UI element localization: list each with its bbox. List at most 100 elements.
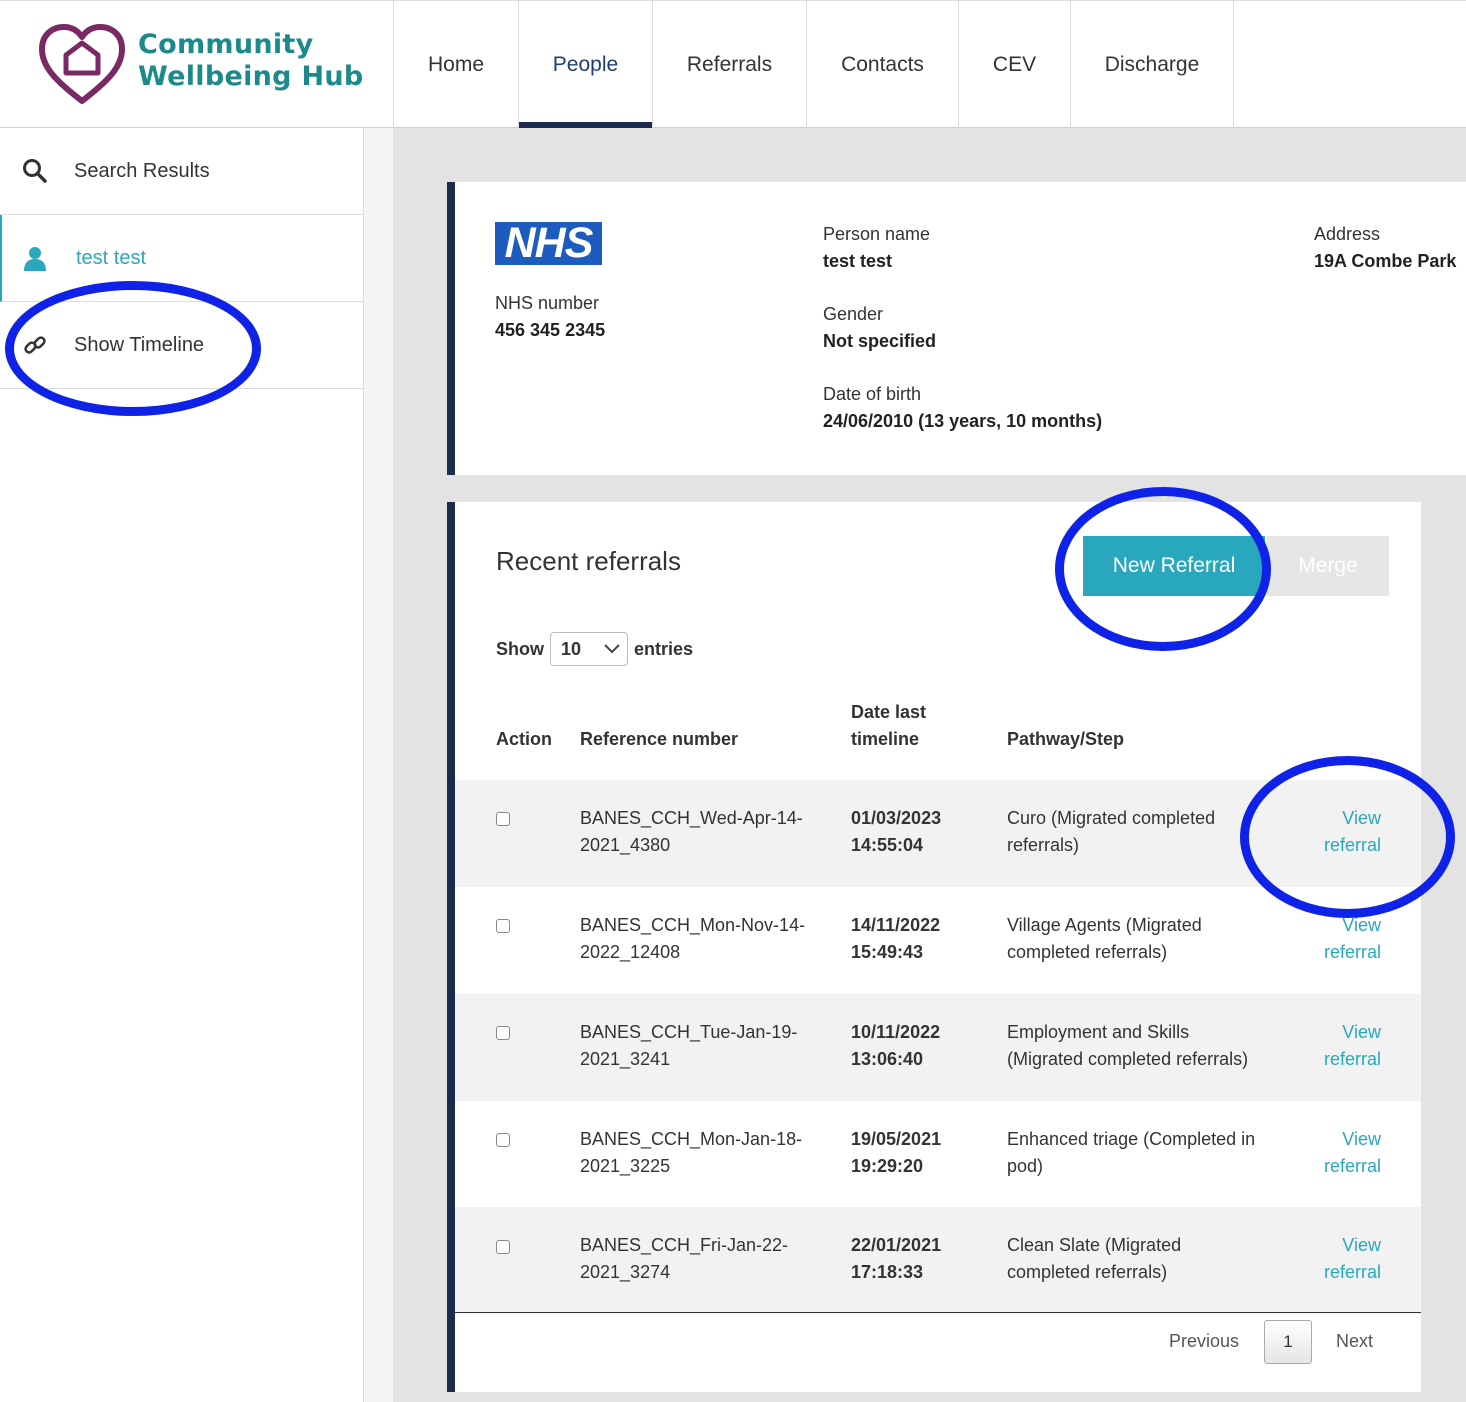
link-line2: referral [1323, 835, 1381, 855]
col-header-reference[interactable]: Reference number [580, 729, 739, 749]
main-nav: Home People Referrals Contacts CEV Disch… [393, 1, 1234, 128]
date-value: 10/11/2022 [851, 1022, 941, 1042]
nhs-number-value: 456 345 2345 [495, 320, 606, 340]
address-label: Address [1314, 224, 1381, 244]
page-size-select[interactable]: 10 [550, 632, 628, 666]
person-icon [24, 247, 46, 271]
nav-discharge[interactable]: Discharge [1070, 1, 1234, 128]
date-cell: 22/01/2021 17:18:33 [851, 1232, 941, 1286]
pagination-next[interactable]: Next [1336, 1331, 1374, 1351]
pathway-line1: Enhanced triage (Completed in [1007, 1129, 1256, 1149]
view-referral-link[interactable]: View referral [1324, 1019, 1381, 1073]
table-row: BANES_CCH_Mon-Jan-18- 2021_3225 19/05/202… [455, 1101, 1421, 1208]
top-bar: Community Wellbeing Hub Home People Refe… [0, 0, 1466, 128]
view-referral-link[interactable]: View referral [1324, 912, 1381, 966]
sidebar-item-show-timeline[interactable]: Show Timeline [0, 302, 363, 389]
brand-name: Community Wellbeing Hub [138, 29, 364, 93]
gender-value: Not specified [823, 331, 937, 351]
view-referral-link[interactable]: View referral [1324, 1232, 1381, 1286]
link-line2: referral [1323, 942, 1381, 962]
sidebar-gutter [364, 128, 394, 1402]
pathway-line2: referrals) [1007, 835, 1080, 855]
pagination-previous[interactable]: Previous [1169, 1331, 1240, 1351]
reference-line1: BANES_CCH_Tue-Jan-19- [580, 1022, 798, 1042]
app-logo[interactable]: Community Wellbeing Hub [36, 23, 366, 109]
pathway-cell: Enhanced triage (Completed in pod) [1007, 1126, 1255, 1180]
pathway-line2: completed referrals) [1007, 1262, 1168, 1282]
link-line2: referral [1323, 1262, 1381, 1282]
time-value: 13:06:40 [851, 1049, 924, 1069]
reference-line2: 2021_3241 [580, 1049, 671, 1069]
nav-cev[interactable]: CEV [958, 1, 1070, 128]
pagination-page-1[interactable]: 1 [1264, 1320, 1312, 1364]
nhs-number-label: NHS number [495, 293, 600, 313]
nav-referrals[interactable]: Referrals [652, 1, 806, 128]
pathway-line1: Village Agents (Migrated [1007, 915, 1202, 935]
pathway-cell: Employment and Skills (Migrated completed… [1007, 1019, 1248, 1073]
table-row: BANES_CCH_Fri-Jan-22- 2021_3274 22/01/202… [455, 1207, 1421, 1314]
search-icon [23, 159, 47, 183]
sidebar: Search Results test test Show Timeline [0, 128, 364, 1402]
show-label: Show [496, 638, 544, 659]
view-referral-link[interactable]: View referral [1324, 805, 1381, 859]
pathway-line2: (Migrated completed referrals) [1007, 1049, 1249, 1069]
date-cell: 19/05/2021 19:29:20 [851, 1126, 941, 1180]
reference-cell: BANES_CCH_Fri-Jan-22- 2021_3274 [580, 1232, 788, 1286]
nhs-logo: NHS [495, 222, 602, 265]
link-line1: View [1342, 1022, 1381, 1042]
pathway-line2: completed referrals) [1007, 942, 1168, 962]
sidebar-item-person[interactable]: test test [0, 215, 363, 302]
heart-house-icon [39, 24, 125, 104]
reference-cell: BANES_CCH_Tue-Jan-19- 2021_3241 [580, 1019, 797, 1073]
col-header-date[interactable]: Date last timeline [851, 699, 926, 753]
date-cell: 10/11/2022 13:06:40 [851, 1019, 940, 1073]
table-row: BANES_CCH_Mon-Nov-14- 2022_12408 14/11/20… [455, 887, 1421, 994]
row-checkbox[interactable] [496, 1133, 510, 1147]
merge-button[interactable]: Merge [1267, 536, 1389, 596]
reference-line2: 2021_3274 [580, 1262, 671, 1282]
view-referral-link[interactable]: View referral [1324, 1126, 1381, 1180]
row-checkbox[interactable] [496, 919, 510, 933]
time-value: 19:29:20 [851, 1156, 924, 1176]
link-line1: View [1342, 808, 1381, 828]
row-checkbox[interactable] [496, 812, 510, 826]
col-header-date-line1: Date last [851, 702, 927, 722]
pathway-line1: Clean Slate (Migrated [1007, 1235, 1182, 1255]
pathway-line1: Curo (Migrated completed [1007, 808, 1216, 828]
col-header-pathway[interactable]: Pathway/Step [1007, 729, 1125, 749]
chevron-down-icon [604, 644, 620, 654]
link-line1: View [1342, 1129, 1381, 1149]
brand-line-2: Wellbeing Hub [138, 61, 364, 92]
pathway-cell: Clean Slate (Migrated completed referrals… [1007, 1232, 1181, 1286]
row-checkbox[interactable] [496, 1240, 510, 1254]
new-referral-button[interactable]: New Referral [1083, 536, 1265, 596]
person-details-card: NHS NHS number 456 345 2345 Person name … [447, 182, 1466, 475]
nav-contacts[interactable]: Contacts [806, 1, 958, 128]
col-header-action[interactable]: Action [496, 729, 552, 749]
brand-line-1: Community [138, 29, 314, 60]
link-line2: referral [1323, 1049, 1381, 1069]
address-value: 19A Combe Park [1314, 251, 1457, 271]
entries-label: entries [634, 638, 694, 659]
gender-label: Gender [823, 304, 884, 324]
date-value: 01/03/2023 [851, 808, 942, 828]
reference-line1: BANES_CCH_Mon-Jan-18- [580, 1129, 803, 1149]
nav-home[interactable]: Home [393, 1, 518, 128]
pathway-cell: Village Agents (Migrated completed referr… [1007, 912, 1202, 966]
reference-line1: BANES_CCH_Fri-Jan-22- [580, 1235, 789, 1255]
date-value: 14/11/2022 [851, 915, 941, 935]
reference-cell: BANES_CCH_Mon-Nov-14- 2022_12408 [580, 912, 805, 966]
reference-line1: BANES_CCH_Wed-Apr-14- [580, 808, 803, 828]
row-checkbox[interactable] [496, 1026, 510, 1040]
date-value: 22/01/2021 [851, 1235, 942, 1255]
nav-people[interactable]: People [518, 1, 652, 128]
section-title: Recent referrals [496, 546, 681, 576]
sidebar-item-label: test test [76, 246, 147, 269]
time-value: 15:49:43 [851, 942, 924, 962]
dob-label: Date of birth [823, 384, 922, 404]
link-line1: View [1342, 1235, 1381, 1255]
date-cell: 14/11/2022 15:49:43 [851, 912, 940, 966]
sidebar-item-label: Search Results [74, 159, 210, 182]
link-icon [24, 336, 46, 354]
sidebar-item-search-results[interactable]: Search Results [0, 128, 363, 215]
